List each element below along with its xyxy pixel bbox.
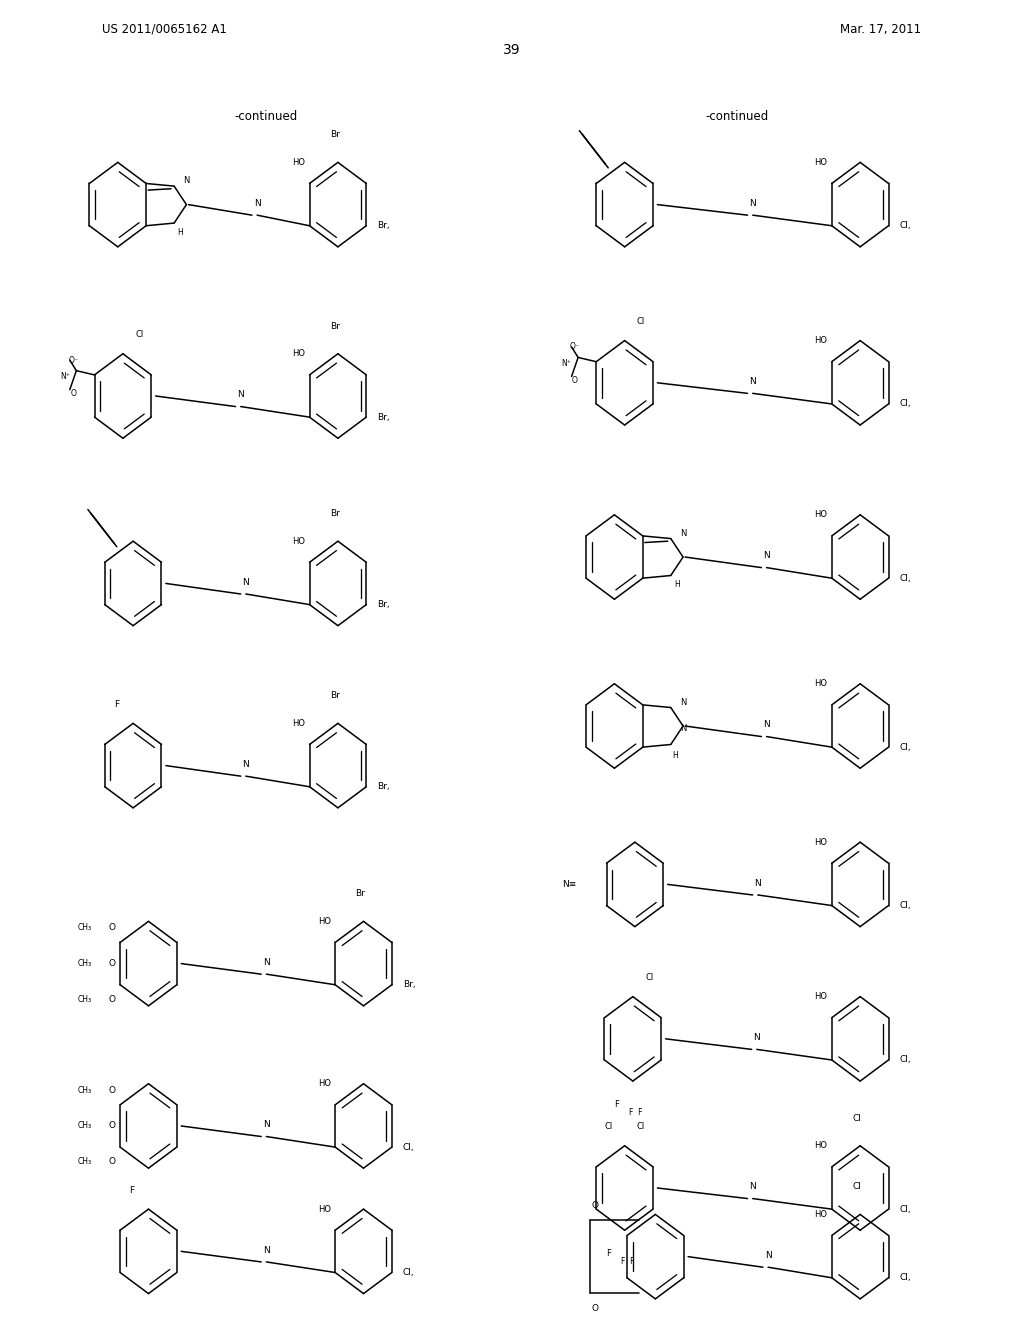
Text: CH₃: CH₃ — [78, 923, 92, 932]
Text: N: N — [680, 529, 686, 537]
Text: N: N — [750, 1183, 756, 1191]
Text: N: N — [750, 378, 756, 385]
Text: HO: HO — [292, 350, 305, 358]
Text: Cl,: Cl, — [899, 574, 911, 582]
Text: F  F: F F — [630, 1109, 643, 1117]
Text: O: O — [591, 1201, 598, 1209]
Text: Cl: Cl — [852, 1183, 861, 1192]
Text: N: N — [183, 177, 189, 185]
Text: N: N — [765, 1251, 771, 1259]
Text: Cl,: Cl, — [402, 1143, 415, 1151]
Text: HO: HO — [292, 158, 305, 166]
Text: HO: HO — [814, 1142, 827, 1150]
Text: CH₃: CH₃ — [78, 960, 92, 968]
Text: HO: HO — [814, 511, 827, 519]
Text: -continued: -continued — [234, 110, 298, 123]
Text: Br: Br — [330, 510, 340, 519]
Text: N: N — [763, 552, 770, 560]
Text: F: F — [614, 1100, 618, 1109]
Text: N: N — [680, 698, 686, 706]
Text: Cl: Cl — [637, 1122, 645, 1131]
Text: F  F: F F — [622, 1258, 635, 1266]
Text: Cl: Cl — [645, 973, 653, 982]
Text: O⁻: O⁻ — [570, 342, 580, 351]
Text: Br,: Br, — [402, 981, 416, 989]
Text: Br: Br — [330, 131, 340, 140]
Text: N: N — [243, 578, 249, 586]
Text: Cl,: Cl, — [899, 902, 911, 909]
Text: HO: HO — [317, 917, 331, 925]
Text: O: O — [109, 960, 115, 968]
Text: Br: Br — [330, 692, 340, 701]
Text: US 2011/0065162 A1: US 2011/0065162 A1 — [102, 22, 227, 36]
Text: N: N — [263, 1246, 269, 1254]
Text: HO: HO — [814, 993, 827, 1001]
Text: Cl,: Cl, — [899, 222, 911, 230]
Text: Cl,: Cl, — [899, 1056, 911, 1064]
Text: H: H — [674, 581, 680, 589]
Text: Cl: Cl — [637, 317, 645, 326]
Text: Cl,: Cl, — [899, 743, 911, 751]
Text: O: O — [109, 923, 115, 932]
Text: N≡: N≡ — [561, 880, 575, 888]
Text: O: O — [109, 1085, 115, 1094]
Text: N: N — [755, 879, 761, 887]
Text: N⁺: N⁺ — [60, 372, 70, 381]
Text: N: N — [754, 1034, 760, 1041]
Text: O: O — [591, 1304, 598, 1312]
Text: Cl,: Cl, — [402, 1269, 415, 1276]
Text: H: H — [672, 751, 678, 759]
Text: H: H — [177, 228, 183, 236]
Text: Cl,: Cl, — [899, 1274, 911, 1282]
Text: HO: HO — [814, 838, 827, 846]
Text: N: N — [680, 725, 686, 733]
Text: F: F — [129, 1185, 135, 1195]
Text: CH₃: CH₃ — [78, 1122, 92, 1130]
Text: N⁺: N⁺ — [562, 359, 571, 368]
Text: O: O — [70, 389, 76, 399]
Text: O: O — [571, 376, 578, 385]
Text: N: N — [763, 721, 770, 729]
Text: Br,: Br, — [377, 783, 390, 791]
Text: Br: Br — [330, 322, 340, 331]
Text: Cl: Cl — [604, 1122, 612, 1131]
Text: N: N — [238, 391, 244, 399]
Text: N: N — [750, 199, 756, 207]
Text: O: O — [109, 995, 115, 1005]
Text: HO: HO — [292, 537, 305, 545]
Text: CH₃: CH₃ — [78, 1085, 92, 1094]
Text: Cl,: Cl, — [899, 1205, 911, 1213]
Text: Cl: Cl — [852, 1114, 861, 1123]
Text: HO: HO — [814, 1210, 827, 1218]
Text: Mar. 17, 2011: Mar. 17, 2011 — [841, 22, 922, 36]
Text: -continued: -continued — [706, 110, 769, 123]
Text: O: O — [109, 1122, 115, 1130]
Text: O: O — [109, 1158, 115, 1167]
Text: Br: Br — [355, 890, 366, 899]
Text: HO: HO — [317, 1205, 331, 1213]
Text: HO: HO — [814, 158, 827, 166]
Text: HO: HO — [814, 337, 827, 345]
Text: Br,: Br, — [377, 222, 390, 230]
Text: N: N — [263, 958, 269, 966]
Text: N: N — [243, 760, 249, 768]
Text: CH₃: CH₃ — [78, 995, 92, 1005]
Text: O⁻: O⁻ — [69, 355, 78, 364]
Text: HO: HO — [317, 1080, 331, 1088]
Text: N: N — [254, 199, 260, 207]
Text: CH₃: CH₃ — [78, 1158, 92, 1167]
Text: HO: HO — [814, 680, 827, 688]
Text: Cl: Cl — [135, 330, 143, 339]
Text: Br,: Br, — [377, 413, 390, 421]
Text: F: F — [606, 1249, 610, 1258]
Text: HO: HO — [292, 719, 305, 727]
Text: N: N — [263, 1121, 269, 1129]
Text: F: F — [114, 700, 120, 709]
Text: 39: 39 — [503, 44, 521, 57]
Text: Br,: Br, — [377, 601, 390, 609]
Text: Cl,: Cl, — [899, 400, 911, 408]
